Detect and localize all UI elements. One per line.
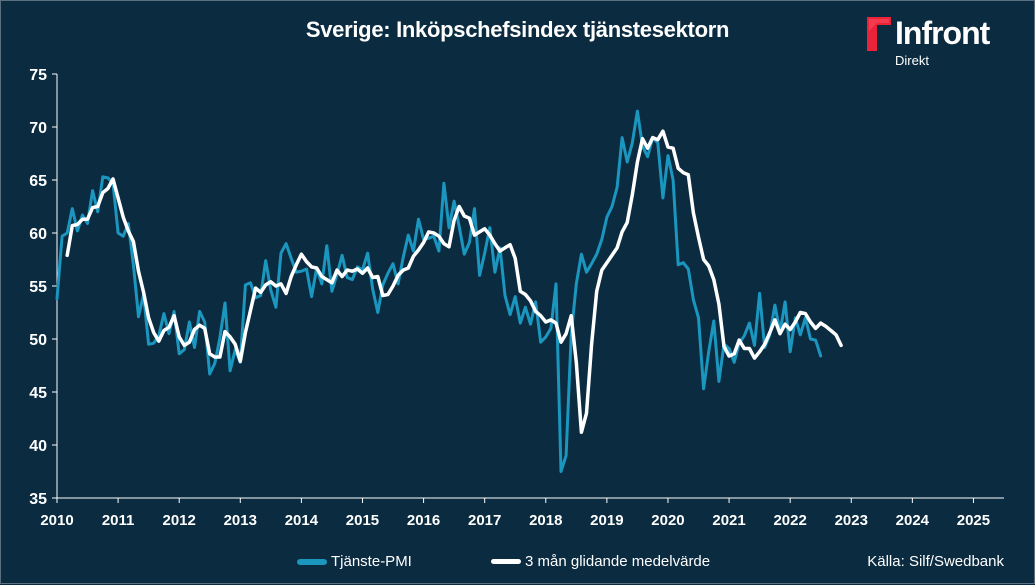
infront-logo: Infront Direkt: [867, 13, 1027, 69]
x-tick-label: 2017: [468, 512, 501, 529]
x-tick-label: 2024: [896, 512, 930, 529]
y-tick-label: 35: [29, 491, 47, 508]
y-tick-label: 70: [29, 120, 47, 137]
x-tick-label: 2021: [712, 512, 745, 529]
infront-mark-icon: [867, 17, 891, 51]
logo-brand: Infront: [895, 15, 990, 51]
chart-title: Sverige: Inköpschefsindex tjänstesektorn: [305, 17, 730, 42]
x-tick-label: 2020: [651, 512, 684, 529]
y-tick-label: 40: [29, 438, 47, 455]
y-tick-label: 45: [29, 385, 47, 402]
x-tick-label: 2019: [590, 512, 623, 529]
x-tick-label: 2025: [957, 512, 990, 529]
y-tick-label: 60: [29, 226, 47, 243]
source-note: Källa: Silf/Swedbank: [867, 553, 1004, 570]
legend-item-pmi: Tjänste-PMI: [297, 553, 412, 570]
y-tick-label: 75: [29, 67, 47, 84]
x-tick-label: 2022: [773, 512, 806, 529]
x-tick-label: 2018: [529, 512, 562, 529]
x-tick-label: 2014: [285, 512, 319, 529]
y-tick-label: 65: [29, 173, 47, 190]
x-tick-label: 2012: [163, 512, 196, 529]
series-line-pmi: [55, 109, 823, 473]
y-tick-label: 50: [29, 332, 47, 349]
x-tick-label: 2010: [40, 512, 73, 529]
legend-label-pmi: Tjänste-PMI: [331, 553, 412, 570]
x-tick-label: 2023: [835, 512, 868, 529]
x-tick-label: 2016: [407, 512, 440, 529]
legend-item-avg: 3 mån glidande medelvärde: [491, 553, 710, 570]
x-tick-label: 2015: [346, 512, 379, 529]
x-tick-label: 2011: [102, 512, 135, 529]
legend-swatch-pmi: [297, 558, 327, 565]
series-line-3m-avg: [65, 129, 843, 435]
legend-swatch-avg: [491, 559, 521, 564]
legend-label-avg: 3 mån glidande medelvärde: [525, 553, 711, 570]
y-tick-label: 55: [29, 279, 47, 296]
logo-sub: Direkt: [895, 53, 929, 68]
x-tick-label: 2013: [224, 512, 257, 529]
